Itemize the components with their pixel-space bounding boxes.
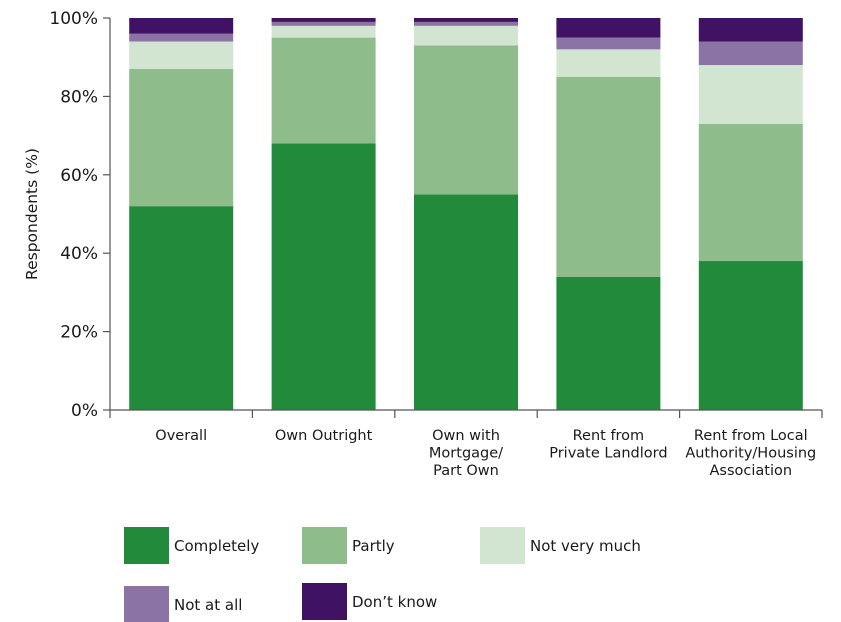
y-tick-label: 100% bbox=[49, 9, 98, 29]
bar-segment-5-not-at-all bbox=[698, 41, 803, 66]
y-tick-label: 40% bbox=[60, 244, 98, 264]
bar-segment-1-partly bbox=[129, 68, 234, 207]
bars-group bbox=[129, 18, 803, 410]
legend-item: Not very much bbox=[480, 527, 641, 564]
y-axis-title: Respondents (%) bbox=[23, 148, 41, 280]
legend-label: Don’t know bbox=[352, 593, 437, 611]
bar-segment-2-don-t-know bbox=[271, 18, 376, 22]
x-category-label: Own Outright bbox=[275, 428, 373, 444]
bar-segment-1-completely bbox=[129, 206, 234, 410]
legend-label: Completely bbox=[174, 537, 259, 555]
bar-segment-4-completely bbox=[556, 276, 661, 410]
legend-item: Completely bbox=[124, 527, 259, 564]
legend-swatch bbox=[302, 527, 347, 564]
legend-label: Not very much bbox=[530, 537, 641, 555]
legend-swatch bbox=[302, 583, 347, 620]
x-category-label: Rent from Local Authority/Housing Associat… bbox=[685, 428, 816, 479]
legend-item: Partly bbox=[302, 527, 395, 564]
bar-segment-2-not-at-all bbox=[271, 21, 376, 26]
bar-segment-3-partly bbox=[414, 45, 518, 195]
legend: Completely Partly Not very much Not at all D… bbox=[124, 527, 641, 622]
x-category-label: Rent from Private Landlord bbox=[549, 428, 667, 462]
bar-segment-2-completely bbox=[271, 143, 376, 410]
bar-segment-2-not-very-much bbox=[271, 25, 376, 38]
bar-segment-5-not-very-much bbox=[698, 65, 803, 124]
y-tick-label: 80% bbox=[60, 87, 98, 107]
bar-segment-3-not-very-much bbox=[414, 25, 518, 46]
x-category-label: Own with Mortgage/Part Own bbox=[429, 428, 503, 479]
bar-segment-3-don-t-know bbox=[414, 18, 518, 22]
x-category-labels: Overall Own Outright Own with Mortgage/Part… bbox=[155, 428, 816, 479]
bar-segment-4-partly bbox=[556, 76, 661, 277]
bar-segment-3-completely bbox=[414, 194, 518, 410]
legend-swatch bbox=[124, 586, 169, 622]
bar-segment-4-don-t-know bbox=[556, 18, 661, 38]
y-tick-label: 20% bbox=[60, 323, 98, 343]
bar-segment-5-partly bbox=[698, 123, 803, 262]
legend-item: Don’t know bbox=[302, 583, 437, 620]
bar-segment-3-not-at-all bbox=[414, 21, 518, 26]
bar-segment-4-not-at-all bbox=[556, 37, 661, 50]
bar-segment-5-don-t-know bbox=[698, 18, 803, 42]
bar-segment-5-completely bbox=[698, 261, 803, 410]
legend-swatch bbox=[480, 527, 525, 564]
axes-group bbox=[103, 17, 823, 418]
bar-segment-1-not-very-much bbox=[129, 41, 234, 69]
bar-segment-4-not-very-much bbox=[556, 49, 661, 77]
bar-segment-1-don-t-know bbox=[129, 18, 234, 34]
bar-segment-2-partly bbox=[271, 37, 376, 144]
legend-swatch bbox=[124, 527, 169, 564]
bar-segment-1-not-at-all bbox=[129, 33, 234, 42]
y-tick-labels: 0% 20% 40% 60% 80% 100% bbox=[49, 9, 98, 421]
x-category-label: Overall bbox=[155, 428, 207, 444]
y-tick-label: 0% bbox=[71, 401, 98, 421]
legend-label: Not at all bbox=[174, 596, 242, 614]
y-tick-label: 60% bbox=[60, 166, 98, 186]
legend-item: Not at all bbox=[124, 586, 242, 622]
legend-label: Partly bbox=[352, 537, 395, 555]
